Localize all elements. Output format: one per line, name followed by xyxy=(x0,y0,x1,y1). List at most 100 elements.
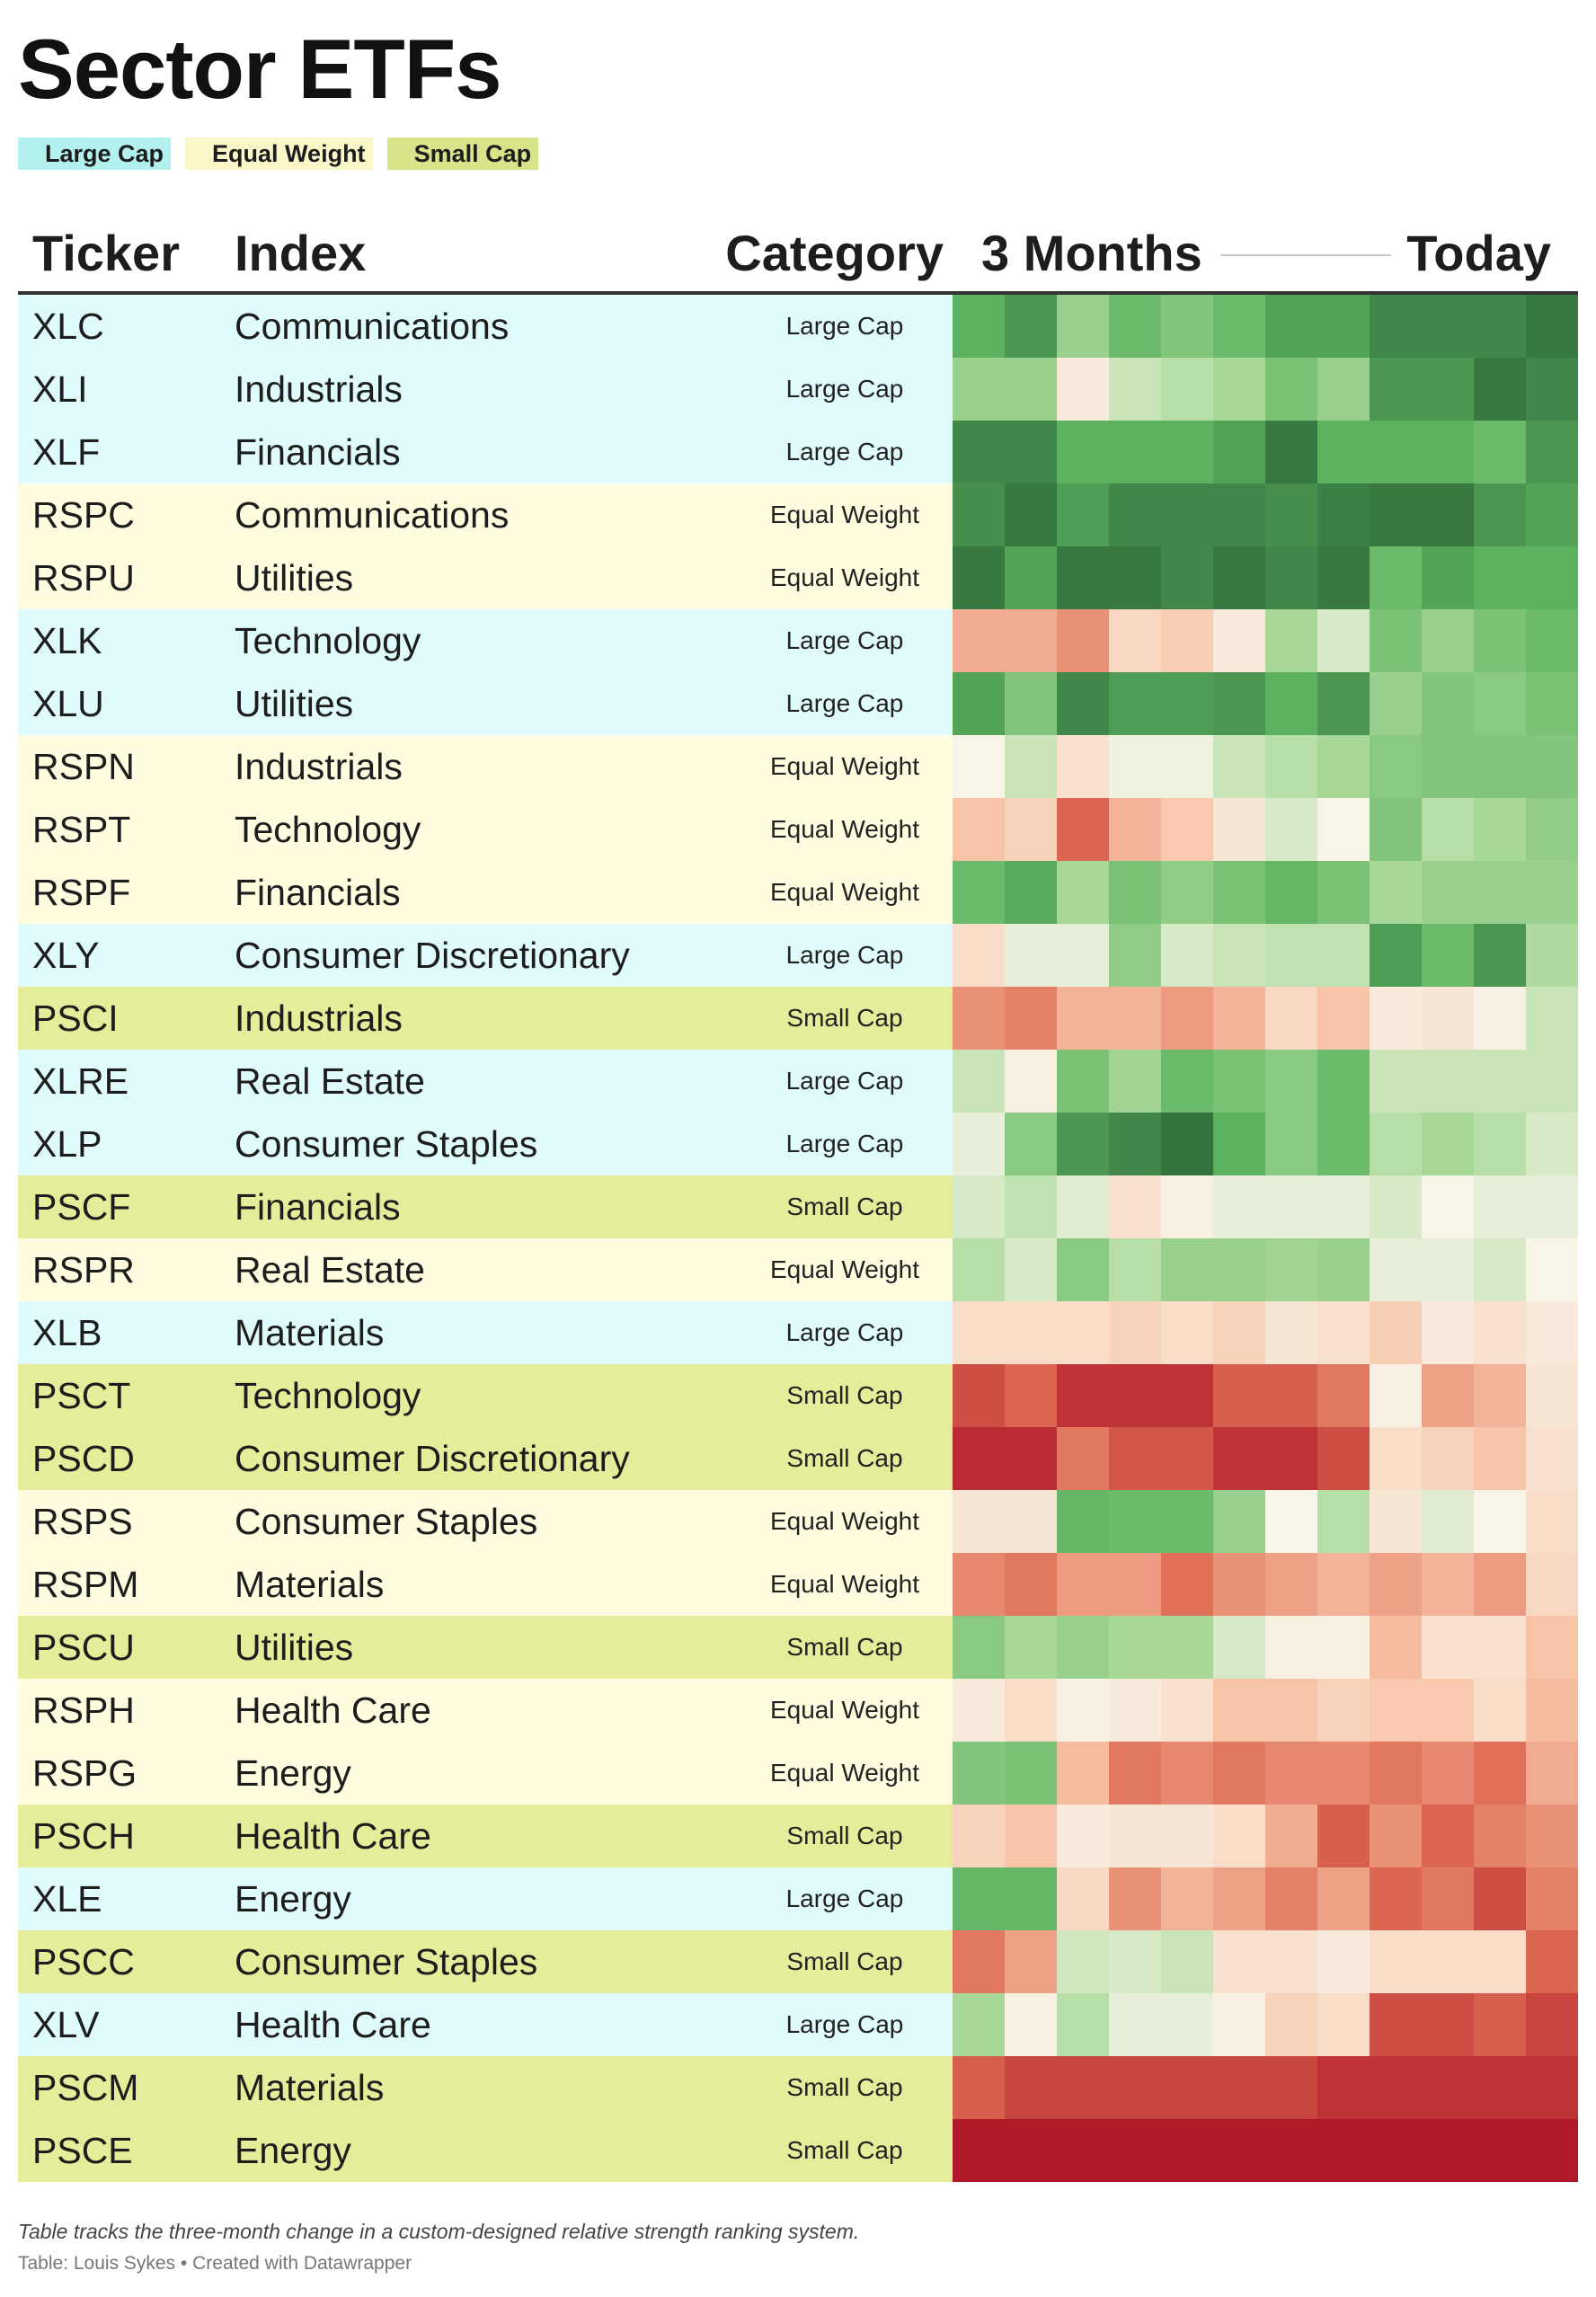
table-row: RSPU Utilities Equal Weight xyxy=(18,546,1578,609)
header-index[interactable]: Index xyxy=(235,225,367,281)
heatmap-cell xyxy=(1474,1175,1527,1238)
heatmap-cell xyxy=(1526,1993,1578,2056)
table-row: RSPC Communications Equal Weight xyxy=(18,483,1578,546)
table-row: RSPF Financials Equal Weight xyxy=(18,861,1578,924)
category-cell: Large Cap xyxy=(785,941,904,969)
heatmap-cell xyxy=(1161,1050,1214,1113)
heatmap-cell xyxy=(1370,1616,1423,1679)
heatmap-strip-xle xyxy=(953,1867,1578,1930)
heatmap-cell xyxy=(953,1930,1006,1993)
legend: Large Cap Equal Weight Small Cap xyxy=(18,137,539,170)
heatmap-cell xyxy=(1526,1553,1578,1616)
heatmap-cell xyxy=(1213,295,1266,358)
heatmap-cell xyxy=(1057,1742,1110,1805)
heatmap-cell xyxy=(1474,2119,1527,2182)
index-cell: Consumer Staples xyxy=(235,1501,538,1542)
heatmap-cell xyxy=(1161,1930,1214,1993)
index-cell: Communications xyxy=(235,306,510,347)
heatmap-cell xyxy=(1005,1175,1058,1238)
heatmap-cell xyxy=(1005,1490,1058,1553)
heatmap-cell xyxy=(953,1742,1006,1805)
heatmap-cell xyxy=(1474,1679,1527,1742)
index-cell: Industrials xyxy=(235,998,403,1039)
heatmap-cell xyxy=(1370,1050,1423,1113)
heatmap-cell xyxy=(1422,358,1475,421)
heatmap-cell xyxy=(1474,861,1527,924)
heatmap-cell xyxy=(1265,1050,1318,1113)
heatmap-cell xyxy=(1161,672,1214,735)
heatmap-cell xyxy=(1213,1301,1266,1364)
heatmap-cell xyxy=(1005,1616,1058,1679)
heatmap-cell xyxy=(1474,1427,1527,1490)
heatmap-cell xyxy=(1370,1930,1423,1993)
table-row: RSPM Materials Equal Weight xyxy=(18,1553,1578,1616)
legend-swatch-equal-weight xyxy=(185,137,204,170)
heatmap-cell xyxy=(1005,1867,1058,1930)
header-category[interactable]: Category xyxy=(725,225,944,281)
header-ticker[interactable]: Ticker xyxy=(32,225,180,281)
row-category-band xyxy=(18,546,953,609)
index-cell: Consumer Staples xyxy=(235,1123,538,1165)
heatmap-cell xyxy=(1526,861,1578,924)
heatmap-cell xyxy=(1109,1553,1162,1616)
row-category-band xyxy=(18,672,953,735)
heatmap-cell xyxy=(1213,987,1266,1050)
index-cell: Utilities xyxy=(235,683,354,724)
heatmap-cell xyxy=(1213,1490,1266,1553)
heatmap-cell xyxy=(1213,1616,1266,1679)
table-row: XLRE Real Estate Large Cap xyxy=(18,1050,1578,1113)
index-cell: Health Care xyxy=(235,1689,431,1731)
row-category-band xyxy=(18,609,953,672)
heatmap-cell xyxy=(1005,735,1058,798)
heatmap-cell xyxy=(1317,735,1370,798)
heatmap-cell xyxy=(1317,1490,1370,1553)
heatmap-cell xyxy=(1161,609,1214,672)
index-cell: Consumer Discretionary xyxy=(235,1438,630,1479)
heatmap-cell xyxy=(1161,1742,1214,1805)
heatmap-cell xyxy=(953,295,1006,358)
heatmap-cell xyxy=(1474,735,1527,798)
heatmap-cell xyxy=(1370,421,1423,483)
heatmap-cell xyxy=(1109,1805,1162,1867)
heatmap-cell xyxy=(1474,1993,1527,2056)
row-category-band xyxy=(18,1553,953,1616)
table-row: XLK Technology Large Cap xyxy=(18,609,1578,672)
index-cell: Real Estate xyxy=(235,1249,425,1290)
heatmap-cell xyxy=(1005,295,1058,358)
index-cell: Health Care xyxy=(235,1815,431,1857)
heatmap-strip-rspn xyxy=(953,735,1578,798)
heatmap-cell xyxy=(1474,2056,1527,2119)
category-cell: Equal Weight xyxy=(769,501,920,528)
heatmap-cell xyxy=(1526,1742,1578,1805)
heatmap-cell xyxy=(1317,1301,1370,1364)
heatmap-cell xyxy=(1526,924,1578,987)
heatmap-cell xyxy=(1370,1742,1423,1805)
ticker-cell: XLC xyxy=(32,306,104,347)
heatmap-cell xyxy=(1161,1238,1214,1301)
heatmap-cell xyxy=(1005,987,1058,1050)
table-row: PSCD Consumer Discretionary Small Cap xyxy=(18,1427,1578,1490)
heatmap-cell xyxy=(1005,1930,1058,1993)
heatmap-cell xyxy=(1161,1427,1214,1490)
category-cell: Large Cap xyxy=(785,375,904,403)
heatmap-cell xyxy=(1317,672,1370,735)
heatmap-cell xyxy=(1109,1993,1162,2056)
heatmap-cell xyxy=(1213,1427,1266,1490)
heatmap-cell xyxy=(1422,798,1475,861)
category-cell: Small Cap xyxy=(786,1381,903,1409)
heatmap-cell xyxy=(1370,1427,1423,1490)
heatmap-cell xyxy=(1370,295,1423,358)
ticker-cell: XLU xyxy=(32,683,104,724)
heatmap-cell xyxy=(1005,2119,1058,2182)
heatmap-cell xyxy=(1526,358,1578,421)
heatmap-cell xyxy=(1422,1364,1475,1427)
heatmap-cell xyxy=(1057,1867,1110,1930)
heatmap-cell xyxy=(1422,295,1475,358)
heatmap-cell xyxy=(1057,1553,1110,1616)
heatmap-cell xyxy=(1213,1238,1266,1301)
heatmap-cell xyxy=(1265,1238,1318,1301)
heatmap-cell xyxy=(1317,861,1370,924)
heatmap-cell xyxy=(1057,2056,1110,2119)
heatmap-cell xyxy=(1370,358,1423,421)
heatmap-cell xyxy=(1526,1175,1578,1238)
